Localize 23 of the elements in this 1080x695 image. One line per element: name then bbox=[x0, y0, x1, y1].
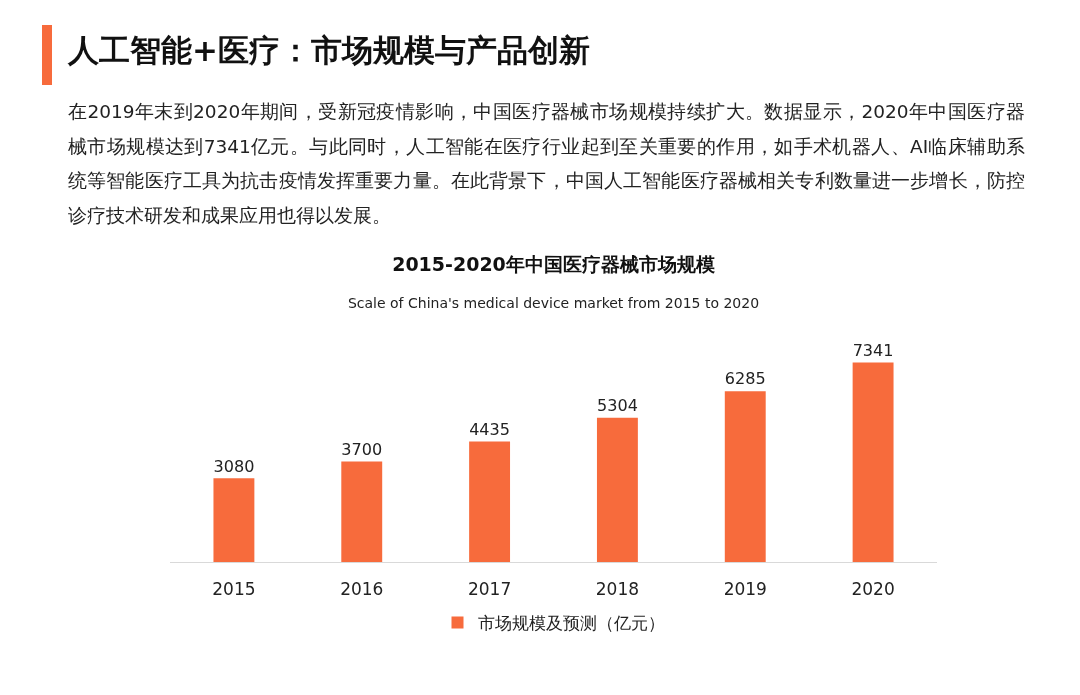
bar bbox=[213, 478, 255, 562]
data-label: 6285 bbox=[724, 369, 766, 389]
x-tick-label: 2020 bbox=[851, 579, 895, 600]
x-tick-label: 2016 bbox=[340, 579, 384, 600]
chart-subtitle: Scale of China's medical device market from 2015 to 2020 bbox=[347, 294, 760, 311]
x-tick-label: 2015 bbox=[212, 579, 256, 600]
bar bbox=[341, 461, 383, 562]
data-label: 3080 bbox=[213, 456, 255, 476]
data-label: 4435 bbox=[469, 419, 511, 439]
bar bbox=[852, 362, 894, 562]
data-label: 3700 bbox=[341, 439, 383, 459]
chart-title: 2015-2020年中国医疗器械市场规模 bbox=[392, 253, 715, 276]
x-tick-label: 2019 bbox=[723, 579, 767, 600]
text: 在2019年末到2020年期间，受新冠疫情影响，中国医疗器械市场规模持续扩大。数据显示，2020年中国医疗器械市场规模达到7341亿元。与此同时，人工智能在医疗行业起到至关重要的作用，如手术机器人、AI临床辅助系统等智能医疗工具为抗击疫情发挥重要力量。在此背景下，中国人工智能医疗器械相关专利数量进一步增长，防控诊疗技术研发和成果应用也得以发展。 bbox=[68, 100, 1025, 228]
bar bbox=[724, 391, 766, 562]
text: 人工智能+医疗：市场规模与产品创新 bbox=[68, 31, 590, 70]
legend-label: 市场规模及预测（亿元） bbox=[477, 613, 665, 634]
data-label: 5304 bbox=[596, 396, 638, 416]
x-tick-label: 2018 bbox=[595, 579, 640, 600]
bar bbox=[596, 417, 638, 562]
bar bbox=[469, 441, 511, 562]
x-tick-label: 2017 bbox=[467, 579, 512, 600]
data-label: 7341 bbox=[852, 340, 894, 360]
